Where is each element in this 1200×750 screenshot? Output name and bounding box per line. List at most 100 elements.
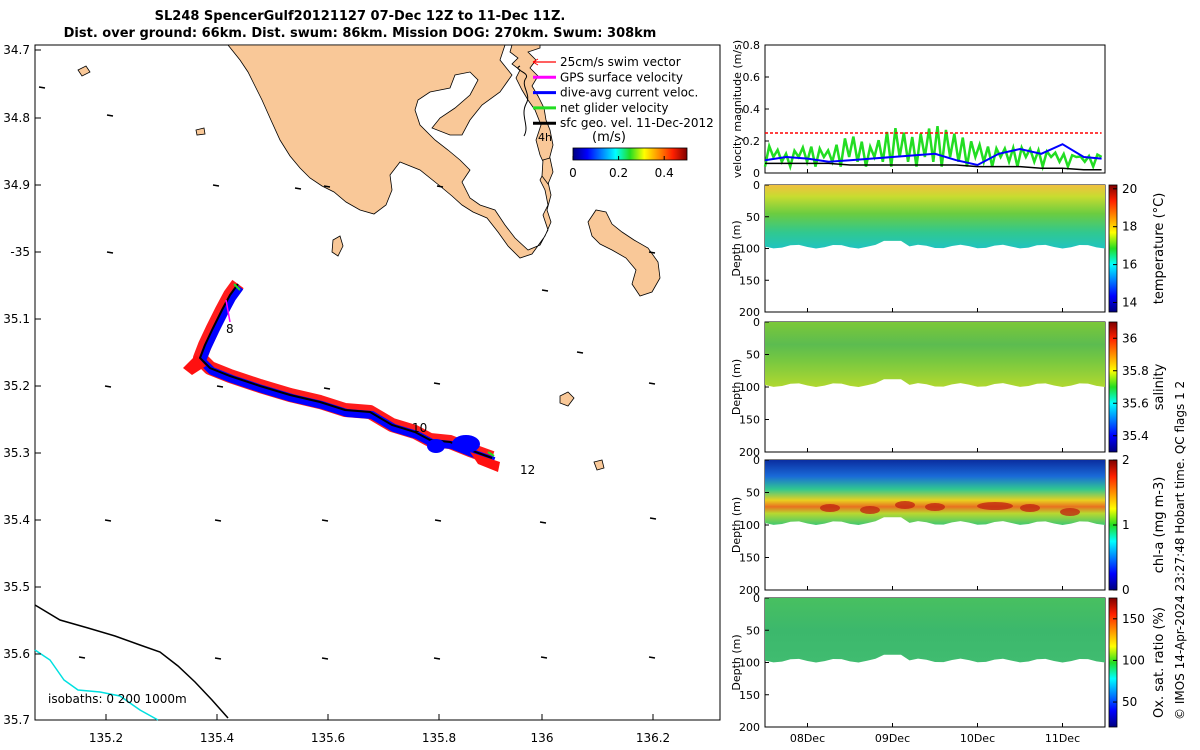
latitude-tick-label: 34.7 (3, 43, 30, 57)
grid-vector-mark (106, 251, 114, 254)
section-data-field (765, 322, 1105, 387)
colorbar-label: Ox. sat. ratio (%) (1152, 607, 1167, 718)
chl-maximum-patch (925, 503, 945, 511)
colorbar-tick-label: 35.8 (1122, 364, 1149, 378)
section-panel: 0 50 100 150 200 Depth (m) 14 16 18 20 temperature… (730, 179, 1167, 319)
map-latitude-axis: 34.7 34.8 34.9 -35 35.1 35.2 35.3 35.4 35.5 35.6 3… (3, 43, 41, 727)
speed-colorbar-ticks: 0 0.2 0.4 (569, 156, 674, 180)
grid-vector-mark (294, 187, 302, 190)
grid-vector-mark (648, 251, 656, 254)
chl-maximum-patch (895, 501, 915, 509)
grid-vector-mark (104, 385, 112, 388)
speed-colorbar (572, 147, 688, 161)
grid-vector-mark (436, 185, 444, 188)
chl-maximum-patch (1020, 504, 1040, 512)
net-glider-velocity (487, 451, 495, 457)
section-panel: 0 50 100 150 200 Depth (m) 0 1 2 chl-a (mg m-3) (730, 453, 1167, 597)
velocity-tick-label: 0.8 (743, 39, 761, 52)
grid-vector-mark (78, 656, 86, 659)
legend-connector (517, 65, 529, 137)
glider-track-line (198, 283, 493, 459)
velocity-panel: 0 0.2 0.4 0.6 0.8 velocity magnitude (m/s) (731, 39, 1106, 180)
longitude-tick-label: 135.8 (422, 731, 456, 745)
chl-maximum-patch (860, 506, 880, 514)
land-peninsula (227, 44, 554, 259)
depth-tick-label: 200 (739, 446, 760, 459)
grid-vector-mark (539, 521, 547, 524)
legend-label: GPS surface velocity (560, 70, 683, 84)
velocity-series (763, 125, 1103, 173)
time-tick-label: 08Dec (790, 732, 825, 745)
grid-vector-mark (106, 114, 114, 117)
colorbar-tick-label: 1 (1122, 518, 1130, 532)
latitude-tick-label: 35.6 (3, 647, 30, 661)
grid-vector-mark (104, 519, 112, 522)
colorbar-tick-label: 2 (1122, 453, 1130, 467)
grid-vector-mark (434, 519, 442, 522)
time-axis: 08Dec 09Dec 10Dec 11Dec (790, 732, 1080, 745)
grid-vector-mark (576, 351, 584, 354)
depth-tick-label: 150 (739, 552, 760, 565)
depth-tick-label: 150 (739, 414, 760, 427)
legend-arrowhead (532, 58, 539, 66)
grid-vector-mark (540, 656, 548, 659)
day-label-8: 8 (226, 322, 234, 336)
swim-vector-patch (183, 355, 206, 375)
velocity-series-line (765, 162, 1102, 171)
grid-vector-mark (323, 185, 331, 188)
day-label-12: 12 (520, 463, 535, 477)
grid-vector-mark (214, 519, 222, 522)
section-data-field (765, 185, 1105, 249)
velocity-tick-label: 0 (753, 167, 760, 180)
colorbar-tick-label: 150 (1122, 612, 1145, 626)
section-ylabel: Depth (m) (730, 497, 743, 553)
colorbar-tick-label: 50 (1122, 695, 1137, 709)
isobath-0-line (34, 604, 229, 719)
velocity-tick-label: 0.2 (743, 135, 761, 148)
velocity-y-axis: 0 0.2 0.4 0.6 0.8 (743, 39, 769, 180)
figure-title-line1: SL248 SpencerGulf20121127 07-Dec 12Z to … (154, 9, 566, 24)
depth-tick-label: 50 (746, 487, 760, 500)
section-ylabel: Depth (m) (730, 359, 743, 415)
velocity-series-line (763, 125, 1103, 172)
velocity-ylabel: velocity magnitude (m/s) (731, 40, 744, 178)
longitude-tick-label: 135.4 (200, 731, 234, 745)
chl-maximum-patch (820, 504, 840, 512)
longitude-tick-label: 135.2 (89, 731, 123, 745)
longitude-tick-label: 136 (531, 731, 554, 745)
depth-tick-label: 0 (753, 179, 760, 192)
latitude-tick-label: 35.3 (3, 446, 30, 460)
footer-credit: © IMOS 14-Apr-2024 23:27:48 Hobart time.… (1173, 381, 1187, 720)
velocity-tick-label: 0.4 (743, 103, 761, 116)
glider-track (183, 279, 500, 472)
longitude-tick-label: 135.6 (311, 731, 345, 745)
dive-avg-blob (427, 439, 445, 453)
depth-tick-label: 150 (739, 689, 760, 702)
section-ylabel: Depth (m) (730, 634, 743, 690)
isobath-200-line (34, 649, 159, 721)
velocity-series-line (764, 143, 1102, 167)
grid-vector-mark (433, 657, 441, 660)
depth-tick-label: 100 (739, 519, 760, 532)
colorbar-tick-label: 35.6 (1122, 396, 1149, 410)
latitude-tick-label: 35.7 (3, 713, 30, 727)
section-ylabel: Depth (m) (730, 220, 743, 276)
time-tick-label: 09Dec (875, 732, 910, 745)
isobath-legend: isobaths: 0 200 1000m (48, 692, 187, 706)
grid-vector-mark (321, 657, 329, 660)
colorbar-tick-label: 100 (1122, 653, 1145, 667)
depth-tick-label: 200 (739, 306, 760, 319)
legend-label: net glider velocity (560, 101, 668, 115)
depth-tick-label: 100 (739, 381, 760, 394)
depth-tick-label: 0 (753, 316, 760, 329)
chl-maximum-patch (1060, 508, 1080, 516)
day-label-10: 10 (412, 421, 427, 435)
legend-label: dive-avg current veloc. (560, 86, 698, 100)
map-panel: 8 10 12 isobaths: 0 200 1000m 34.734.834… (3, 43, 721, 745)
colorbar-unit: (m/s) (592, 130, 626, 145)
colorbar-tick-label: 14 (1122, 296, 1137, 310)
depth-tick-label: 200 (739, 584, 760, 597)
dive-avg-blob (452, 435, 480, 453)
